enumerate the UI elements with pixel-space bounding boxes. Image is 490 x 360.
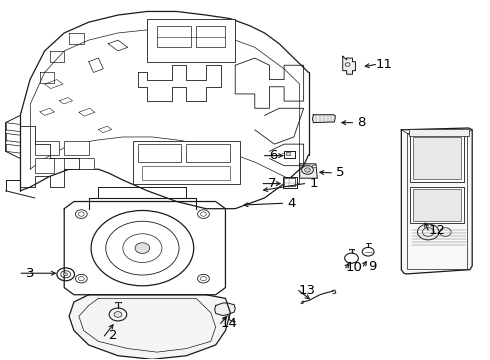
Bar [35, 158, 54, 173]
Bar [157, 26, 191, 47]
Polygon shape [343, 56, 355, 74]
Bar [413, 189, 462, 221]
Bar [312, 165, 316, 167]
Polygon shape [300, 164, 318, 178]
Bar [283, 177, 297, 188]
Bar [196, 26, 225, 47]
Polygon shape [69, 295, 230, 359]
Polygon shape [401, 128, 472, 274]
Polygon shape [313, 115, 335, 123]
Text: 7: 7 [268, 177, 276, 190]
Text: 2: 2 [109, 329, 117, 342]
Bar [410, 135, 464, 182]
Circle shape [305, 168, 311, 172]
Circle shape [114, 312, 122, 318]
Text: 1: 1 [309, 177, 318, 190]
Text: 11: 11 [376, 58, 393, 71]
Text: 9: 9 [368, 260, 376, 273]
Text: 4: 4 [287, 197, 295, 210]
Bar [133, 140, 240, 184]
Bar [138, 144, 181, 162]
Bar [413, 137, 462, 179]
Bar [284, 150, 295, 158]
Bar [186, 144, 230, 162]
Bar [64, 158, 94, 169]
Bar [410, 187, 464, 223]
Bar [286, 152, 291, 155]
Circle shape [64, 273, 68, 276]
Text: 13: 13 [299, 284, 316, 297]
Bar [35, 140, 59, 155]
Circle shape [135, 243, 150, 253]
Text: 12: 12 [429, 224, 445, 237]
Text: 3: 3 [26, 267, 34, 280]
Bar [409, 129, 469, 135]
Bar [284, 178, 295, 186]
Text: 6: 6 [269, 149, 277, 162]
Bar [64, 140, 89, 155]
Polygon shape [215, 303, 235, 316]
Text: 8: 8 [357, 116, 366, 129]
Text: 14: 14 [221, 317, 238, 330]
Text: 5: 5 [336, 166, 344, 179]
Bar [143, 166, 230, 180]
Bar [147, 19, 235, 62]
Text: 10: 10 [346, 261, 363, 274]
